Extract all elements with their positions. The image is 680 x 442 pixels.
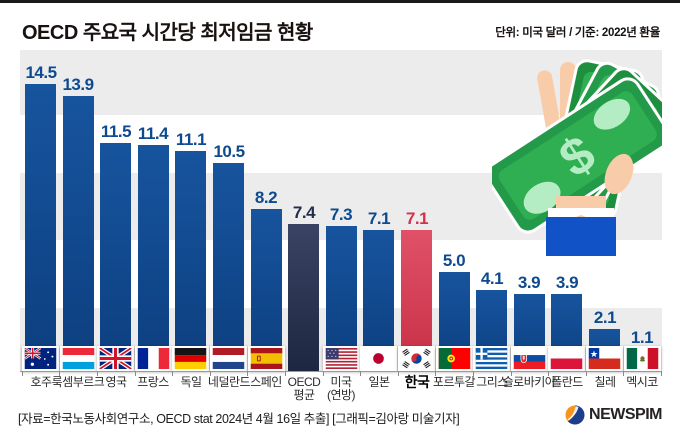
- value-label-portugal: 5.0: [442, 251, 466, 270]
- flag-portugal-icon: [436, 346, 473, 371]
- x-label-usa: 미국 (연방): [326, 375, 356, 402]
- bar-australia: [25, 84, 56, 371]
- page-title: OECD 주요국 시간당 최저임금 현황: [22, 22, 313, 44]
- value-label-oecd-average: 7.4: [292, 203, 316, 222]
- bar-france: [138, 145, 169, 371]
- value-label-spain: 8.2: [254, 188, 278, 207]
- x-axis-tick: [59, 371, 60, 376]
- value-label-uk: 11.5: [100, 122, 132, 141]
- x-label-chile: 칠레: [594, 375, 616, 389]
- value-label-netherlands: 10.5: [213, 142, 245, 161]
- x-label-spain: 스페인: [250, 375, 282, 389]
- x-label-netherlands: 네덜란드: [207, 375, 251, 389]
- flag-australia-icon: [22, 346, 59, 371]
- x-axis-tick: [172, 371, 173, 376]
- value-label-mexico: 1.1: [630, 328, 654, 347]
- newspim-wordmark: NEWSPIM: [589, 406, 662, 423]
- x-label-oecd-average: OECD 평균: [287, 375, 321, 402]
- flag-germany-icon: [172, 346, 209, 371]
- bar-uk: [100, 143, 131, 371]
- value-label-germany: 11.1: [175, 130, 207, 149]
- x-axis-tick: [247, 371, 248, 376]
- value-label-greece: 4.1: [480, 269, 504, 288]
- bar-netherlands: [213, 163, 244, 371]
- flag-usa-icon: [323, 346, 360, 371]
- x-axis-line: [20, 371, 662, 372]
- hand-thumb-icon: [604, 153, 634, 195]
- flag-japan-icon: [360, 346, 397, 371]
- x-axis-tick: [473, 371, 474, 376]
- x-label-greece: 그리스: [476, 375, 508, 389]
- bar-luxembourg: [63, 96, 94, 371]
- x-label-luxembourg: 룩셈부르크: [51, 375, 105, 389]
- x-label-mexico: 멕시코: [626, 375, 658, 389]
- flag-luxembourg-icon: [60, 346, 97, 371]
- x-label-uk: 영국: [105, 375, 127, 389]
- flag-slovakia-icon: [511, 346, 548, 371]
- bar-germany: [175, 151, 206, 371]
- x-label-australia: 호주: [30, 375, 52, 389]
- x-axis-tick: [623, 371, 624, 376]
- x-axis-tick: [135, 371, 136, 376]
- x-axis-tick: [661, 371, 662, 376]
- value-label-luxembourg: 13.9: [62, 75, 94, 94]
- value-label-poland: 3.9: [555, 273, 579, 292]
- x-axis-tick: [398, 371, 399, 376]
- flag-poland-icon: [548, 346, 585, 371]
- x-label-germany: 독일: [180, 375, 202, 389]
- flag-korea-icon: [398, 346, 435, 371]
- unit-note: 단위: 미국 달러 / 기준: 2022년 환율: [495, 27, 660, 39]
- x-axis-tick: [360, 371, 361, 376]
- newspim-logo-icon: [565, 405, 585, 425]
- value-label-chile: 2.1: [593, 308, 617, 327]
- value-label-slovakia: 3.9: [517, 273, 541, 292]
- x-axis-tick: [285, 371, 286, 376]
- x-axis-tick: [97, 371, 98, 376]
- flag-spain-icon: [248, 346, 285, 371]
- x-axis-tick: [435, 371, 436, 376]
- value-label-japan: 7.1: [367, 209, 391, 228]
- x-label-korea: 한국: [404, 374, 430, 390]
- x-label-japan: 일본: [368, 375, 390, 389]
- flag-uk-icon: [97, 346, 134, 371]
- x-axis-tick: [586, 371, 587, 376]
- x-axis-tick: [548, 371, 549, 376]
- flag-france-icon: [135, 346, 172, 371]
- x-label-france: 프랑스: [137, 375, 169, 389]
- x-axis-tick: [210, 371, 211, 376]
- value-label-korea: 7.1: [405, 209, 429, 228]
- blue-sleeve-icon: [546, 217, 616, 256]
- flag-greece-icon: [473, 346, 510, 371]
- dollar-bill-front-icon: $: [492, 77, 662, 234]
- value-label-australia: 14.5: [25, 63, 57, 82]
- x-axis-tick: [511, 371, 512, 376]
- flag-netherlands-icon: [210, 346, 247, 371]
- bar-oecd-average: [288, 224, 319, 371]
- source-credit: [자료=한국노동사회연구소, OECD stat 2024년 4월 16일 추출…: [18, 412, 460, 426]
- money-in-hand-illustration: $: [492, 59, 662, 256]
- x-axis-tick: [22, 371, 23, 376]
- value-label-usa: 7.3: [329, 205, 353, 224]
- newspim-logo: NEWSPIM: [565, 405, 662, 425]
- x-axis-tick: [323, 371, 324, 376]
- value-label-france: 11.4: [137, 124, 169, 143]
- x-label-slovakia: 슬로바키아: [502, 375, 556, 389]
- flag-mexico-icon: [624, 346, 661, 371]
- bar-spain: [251, 209, 282, 371]
- x-label-portugal: 포르투갈: [432, 375, 476, 389]
- x-label-poland: 폴란드: [551, 375, 583, 389]
- top-border-rule: [0, 0, 680, 3]
- flag-chile-icon: [586, 346, 623, 371]
